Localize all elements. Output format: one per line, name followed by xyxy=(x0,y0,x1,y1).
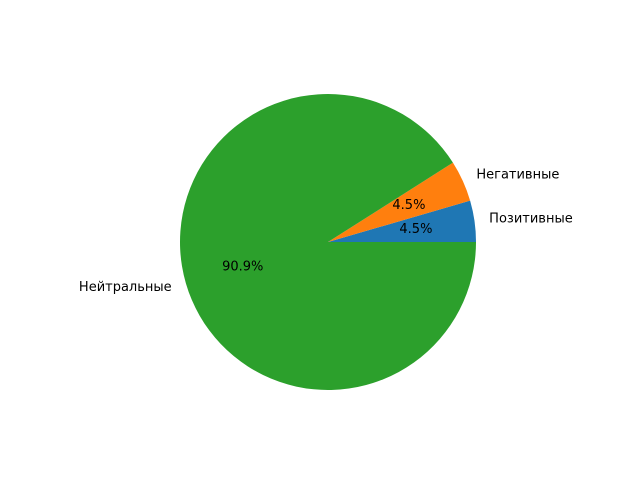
slice-percent-2: 4.5% xyxy=(392,198,425,213)
slice-label-1: Позитивные xyxy=(489,212,573,227)
pie-slice-1 xyxy=(328,200,476,242)
pie-slice-3 xyxy=(179,94,476,390)
slice-percent-1: 4.5% xyxy=(399,222,432,237)
slice-label-3: Нейтральные xyxy=(79,280,172,295)
slice-label-2: Негативные xyxy=(476,167,559,182)
slice-percent-3: 90.9% xyxy=(222,259,263,274)
pie-slice-2 xyxy=(328,162,471,242)
